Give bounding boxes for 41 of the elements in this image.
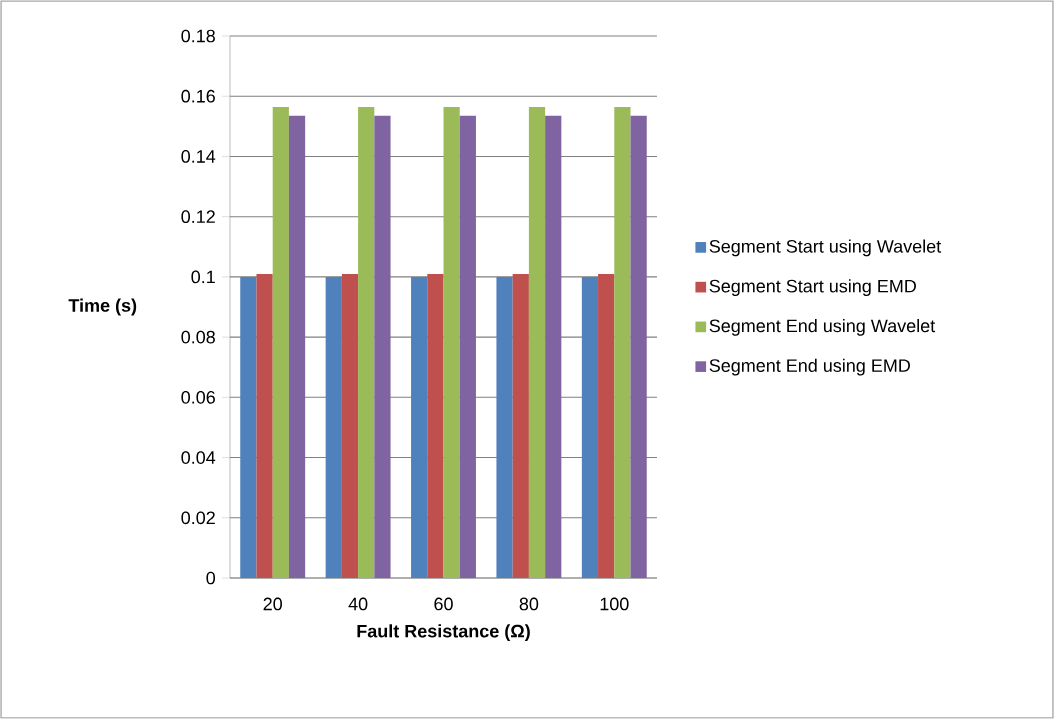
bar bbox=[496, 276, 513, 578]
bar bbox=[272, 107, 289, 578]
bar bbox=[240, 276, 257, 578]
bar bbox=[598, 273, 615, 578]
y-tick-label: 0.14 bbox=[181, 150, 216, 163]
x-axis-title: Fault Resistance (Ω) bbox=[357, 624, 530, 642]
y-tick-label: 0.04 bbox=[181, 451, 216, 464]
x-tick-label: 80 bbox=[519, 597, 539, 611]
x-tick-label: 100 bbox=[600, 597, 629, 611]
bar bbox=[256, 273, 273, 578]
bar bbox=[288, 115, 306, 578]
legend-label: Segment Start using Wavelet bbox=[709, 239, 942, 257]
bar bbox=[581, 276, 599, 578]
x-tick-label: 40 bbox=[348, 597, 368, 611]
bar bbox=[528, 107, 546, 578]
bar bbox=[443, 107, 460, 578]
bar bbox=[512, 273, 529, 578]
bar bbox=[545, 115, 562, 578]
y-tick-label: 0.08 bbox=[181, 330, 215, 344]
bar bbox=[325, 276, 342, 578]
bar bbox=[630, 115, 647, 578]
bar bbox=[358, 107, 375, 578]
y-tick-label: 0.12 bbox=[181, 210, 215, 224]
legend-label: Segment End using EMD bbox=[709, 358, 910, 376]
y-tick-label: 0.18 bbox=[181, 29, 215, 43]
y-tick-label: 0.16 bbox=[181, 89, 215, 103]
y-axis-title: Time (s) bbox=[68, 298, 137, 316]
bar bbox=[411, 276, 428, 578]
bar bbox=[341, 273, 359, 578]
bar bbox=[427, 273, 444, 578]
bar bbox=[459, 115, 476, 578]
x-tick-label: 20 bbox=[263, 597, 282, 611]
legend-label: Segment Start using EMD bbox=[709, 279, 916, 297]
x-tick-label: 60 bbox=[434, 597, 453, 611]
y-tick-label: 0.1 bbox=[191, 270, 215, 284]
bar bbox=[614, 107, 631, 578]
y-tick-label: 0.02 bbox=[181, 511, 215, 525]
legend-label: Segment End using Wavelet bbox=[709, 318, 936, 336]
y-tick-label: 0 bbox=[206, 571, 216, 585]
y-tick-label: 0.06 bbox=[181, 390, 215, 404]
bar bbox=[374, 115, 391, 578]
